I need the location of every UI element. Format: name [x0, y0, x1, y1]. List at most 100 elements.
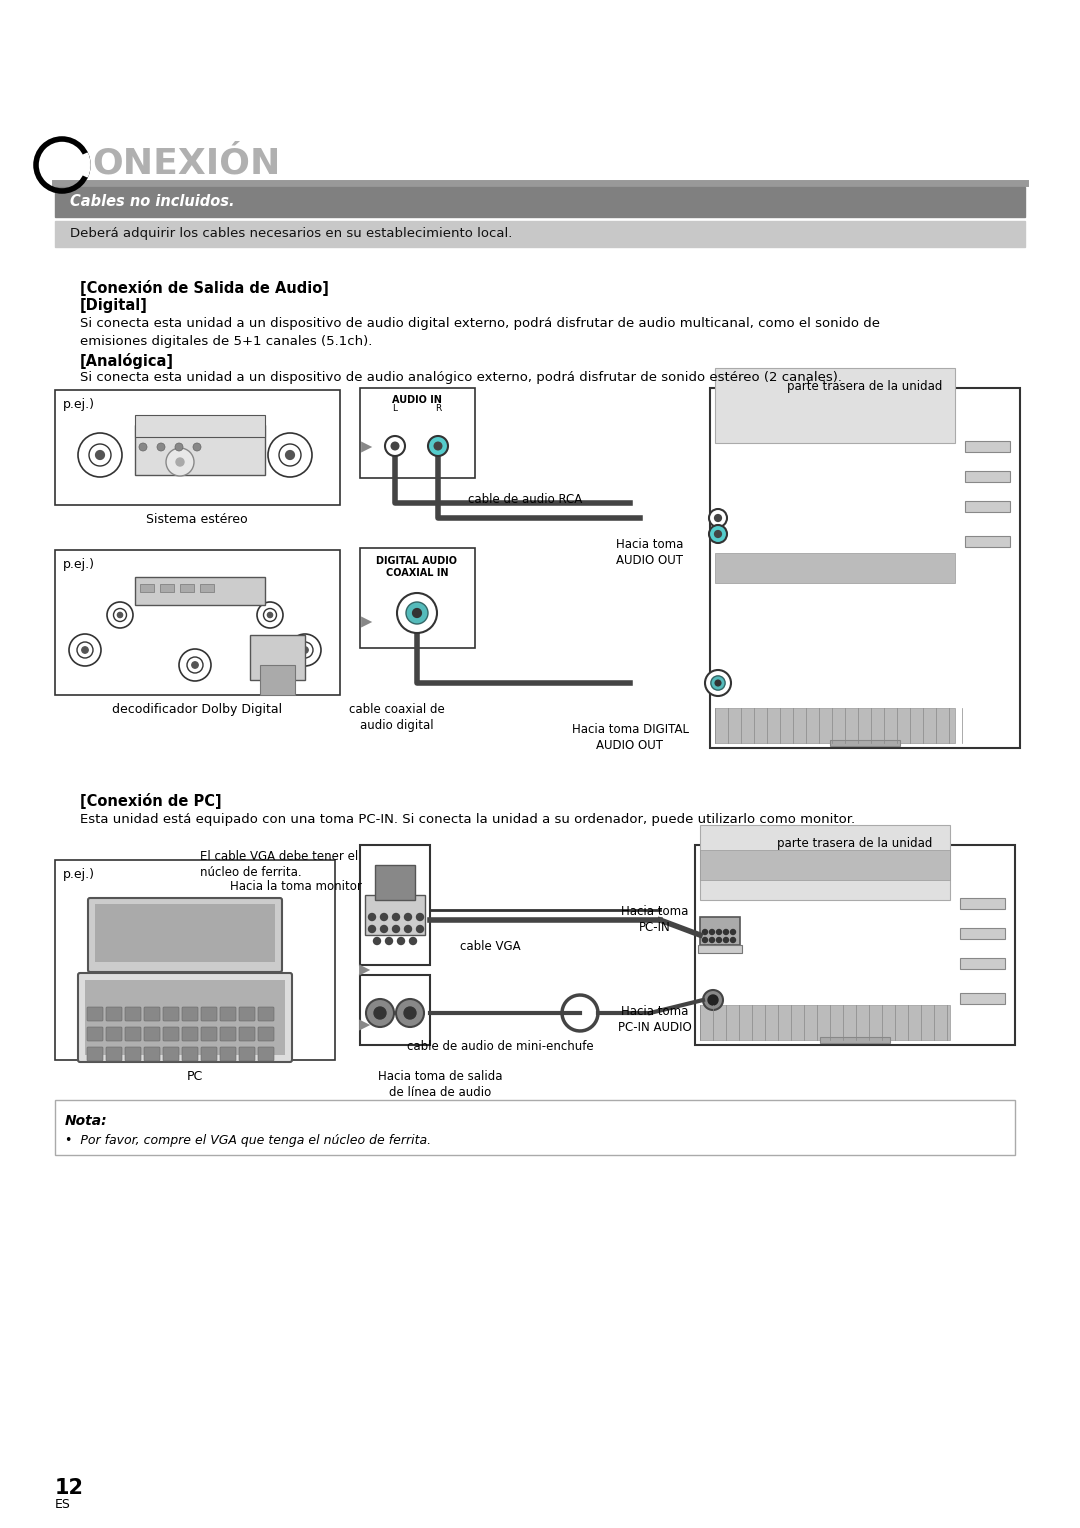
Circle shape: [404, 1007, 416, 1019]
FancyBboxPatch shape: [106, 1027, 122, 1041]
Circle shape: [176, 458, 184, 466]
FancyBboxPatch shape: [239, 1027, 255, 1041]
Bar: [700, 917, 740, 944]
FancyBboxPatch shape: [183, 1047, 198, 1060]
Text: Hacia toma
AUDIO OUT: Hacia toma AUDIO OUT: [617, 538, 684, 567]
Circle shape: [96, 451, 105, 460]
Circle shape: [724, 929, 729, 935]
Circle shape: [285, 451, 295, 460]
Text: L: L: [392, 403, 397, 413]
Bar: [966, 442, 1010, 452]
Text: Hacia toma
PC-IN AUDIO: Hacia toma PC-IN AUDIO: [618, 1005, 692, 1034]
Bar: [715, 707, 955, 743]
Bar: [360, 549, 475, 648]
Bar: [360, 845, 430, 966]
Text: Hacia toma de salida
de línea de audio: Hacia toma de salida de línea de audio: [378, 1070, 502, 1099]
FancyBboxPatch shape: [183, 1007, 198, 1021]
FancyBboxPatch shape: [201, 1027, 217, 1041]
Text: •  Por favor, compre el VGA que tenga el núcleo de ferrita.: • Por favor, compre el VGA que tenga el …: [65, 1134, 431, 1148]
FancyBboxPatch shape: [125, 1007, 141, 1021]
Text: R: R: [435, 403, 441, 413]
Text: Si conecta esta unidad a un dispositivo de audio analógico externo, podrá disfru: Si conecta esta unidad a un dispositivo …: [80, 371, 842, 384]
Text: Hacia la toma monitor: Hacia la toma monitor: [230, 880, 362, 892]
Text: [Analógica]: [Analógica]: [80, 353, 174, 368]
FancyBboxPatch shape: [220, 1027, 237, 1041]
FancyBboxPatch shape: [144, 1007, 160, 1021]
FancyBboxPatch shape: [87, 898, 282, 972]
Bar: [55, 860, 335, 1060]
Bar: [966, 471, 1010, 481]
FancyBboxPatch shape: [220, 1047, 237, 1060]
Bar: [360, 975, 430, 1045]
FancyBboxPatch shape: [78, 973, 292, 1062]
Bar: [698, 944, 742, 953]
Text: decodificador Dolby Digital: decodificador Dolby Digital: [112, 703, 282, 717]
Text: p.ej.): p.ej.): [63, 558, 95, 571]
Bar: [960, 993, 1005, 1004]
Bar: [55, 1100, 1015, 1155]
Circle shape: [730, 929, 735, 935]
Text: cable coaxial de
audio digital: cable coaxial de audio digital: [349, 703, 445, 732]
FancyBboxPatch shape: [239, 1047, 255, 1060]
Circle shape: [702, 929, 707, 935]
Circle shape: [715, 515, 721, 521]
Text: cable de audio RCA: cable de audio RCA: [468, 494, 582, 506]
Circle shape: [397, 938, 405, 944]
Circle shape: [166, 448, 194, 477]
Circle shape: [406, 602, 428, 623]
Circle shape: [392, 914, 400, 920]
Circle shape: [409, 938, 417, 944]
Text: 12: 12: [55, 1478, 84, 1497]
Bar: [249, 636, 305, 680]
Circle shape: [380, 926, 388, 932]
Bar: [696, 845, 1015, 1045]
Circle shape: [175, 443, 183, 451]
Circle shape: [193, 443, 201, 451]
FancyBboxPatch shape: [220, 1007, 237, 1021]
FancyBboxPatch shape: [87, 1007, 103, 1021]
Text: p.ej.): p.ej.): [63, 397, 95, 411]
Circle shape: [716, 929, 721, 935]
Bar: [820, 1038, 890, 1044]
Circle shape: [405, 914, 411, 920]
Circle shape: [705, 669, 731, 695]
Text: Nota:: Nota:: [65, 1114, 108, 1128]
FancyBboxPatch shape: [106, 1007, 122, 1021]
FancyBboxPatch shape: [87, 1027, 103, 1041]
FancyBboxPatch shape: [163, 1007, 179, 1021]
Circle shape: [82, 646, 89, 652]
Circle shape: [391, 442, 399, 449]
Bar: [715, 368, 955, 443]
Circle shape: [708, 509, 727, 527]
Circle shape: [710, 938, 715, 943]
Circle shape: [715, 530, 721, 538]
Bar: [55, 550, 340, 695]
Bar: [135, 416, 265, 437]
Circle shape: [705, 946, 711, 950]
Wedge shape: [62, 153, 90, 177]
Text: Cables no incluidos.: Cables no incluidos.: [70, 194, 234, 209]
FancyBboxPatch shape: [163, 1047, 179, 1060]
Circle shape: [708, 995, 718, 1005]
Bar: [966, 501, 1010, 512]
Bar: [160, 584, 174, 591]
Text: Hacia toma
PC-IN: Hacia toma PC-IN: [621, 905, 689, 934]
Circle shape: [417, 914, 423, 920]
Text: AUDIO IN: AUDIO IN: [392, 396, 442, 405]
Circle shape: [713, 946, 717, 950]
Text: cable de audio de mini-enchufe: cable de audio de mini-enchufe: [407, 1041, 593, 1053]
FancyBboxPatch shape: [144, 1047, 160, 1060]
Bar: [135, 425, 265, 475]
FancyBboxPatch shape: [87, 1047, 103, 1060]
Circle shape: [397, 593, 437, 633]
Bar: [85, 979, 285, 1054]
Text: DIGITAL AUDIO
COAXIAL IN: DIGITAL AUDIO COAXIAL IN: [377, 556, 458, 579]
FancyBboxPatch shape: [106, 1047, 122, 1060]
Bar: [700, 1005, 950, 1041]
Text: parte trasera de la unidad: parte trasera de la unidad: [778, 837, 933, 850]
Text: parte trasera de la unidad: parte trasera de la unidad: [787, 380, 943, 393]
Circle shape: [708, 526, 727, 542]
Bar: [960, 958, 1005, 969]
Circle shape: [384, 435, 405, 455]
Circle shape: [727, 946, 731, 950]
